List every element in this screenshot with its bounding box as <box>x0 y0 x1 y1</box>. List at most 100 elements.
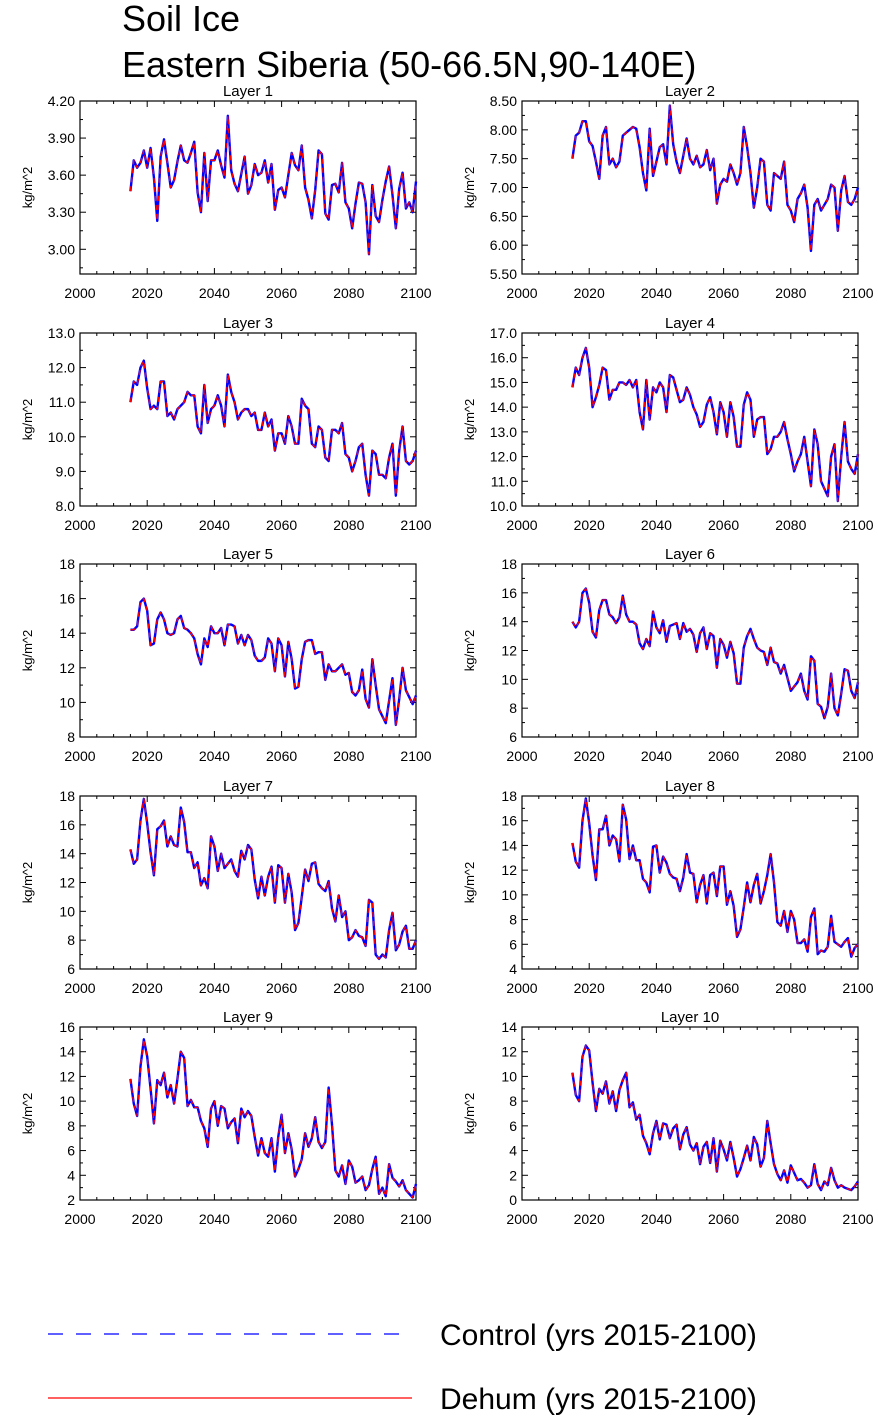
panel-3-xtick-label: 2020 <box>132 517 163 533</box>
panel-1-ytick-label: 3.60 <box>48 167 75 183</box>
panel-10-ytick-label: 6 <box>509 1118 517 1134</box>
panel-7-ytick-label: 12 <box>59 875 75 891</box>
panel-5-xtick-label: 2000 <box>64 748 95 764</box>
panel-7-title: Layer 7 <box>223 778 273 795</box>
panel-2-ytick-label: 7.50 <box>490 151 517 167</box>
panel-6-ylabel: kg/m^2 <box>462 630 477 672</box>
panel-10-xtick-label: 2000 <box>506 1211 537 1227</box>
panel-9-ylabel: kg/m^2 <box>20 1093 35 1135</box>
panel-8: Layer 8 2000 2020 2040 2060 2080 2100 4 6 8 10 12 14… <box>462 778 874 996</box>
panel-3-title: Layer 3 <box>223 315 273 332</box>
panel-7-ytick-label: 6 <box>67 961 75 977</box>
panel-5: Layer 5 2000 2020 2040 2060 2080 2100 8 10 12 14 16… <box>20 546 432 764</box>
panel-9-xtick-label: 2060 <box>266 1211 297 1227</box>
panel-2-ytick-label: 8.50 <box>490 93 517 109</box>
panel-9-xtick-label: 2020 <box>132 1211 163 1227</box>
panel-10-xtick-label: 2060 <box>708 1211 739 1227</box>
panel-9-xtick-label: 2000 <box>64 1211 95 1227</box>
panel-9-ytick-label: 10 <box>59 1093 75 1109</box>
panel-7-ylabel: kg/m^2 <box>20 862 35 904</box>
panel-1-ytick-label: 4.20 <box>48 93 75 109</box>
panel-7-ytick-label: 16 <box>59 817 75 833</box>
panel-6-ytick-label: 16 <box>501 585 517 601</box>
panel-3-ytick-label: 12.0 <box>48 360 75 376</box>
panel-4: Layer 4 2000 2020 2040 2060 2080 2100 10.0 11.0 1… <box>462 315 874 533</box>
panel-10-ytick-label: 12 <box>501 1044 517 1060</box>
panel-5-ytick-label: 16 <box>59 591 75 607</box>
panel-6-frame <box>521 563 859 738</box>
panel-4-xtick-label: 2100 <box>842 517 873 533</box>
panel-1-xtick-label: 2040 <box>199 285 230 301</box>
panel-7-xtick-label: 2060 <box>266 980 297 996</box>
panel-6-xtick-label: 2100 <box>842 748 873 764</box>
panel-9-title: Layer 9 <box>223 1009 273 1026</box>
panel-10-ytick-label: 4 <box>509 1143 517 1159</box>
panel-1-series-dehum <box>129 115 417 255</box>
panel-1-xtick-label: 2060 <box>266 285 297 301</box>
panel-5-xtick-label: 2060 <box>266 748 297 764</box>
panel-4-ytick-label: 11.0 <box>491 473 517 489</box>
panel-6-xtick-label: 2020 <box>574 748 605 764</box>
panel-3-ylabel: kg/m^2 <box>20 399 35 441</box>
panel-8-series-control <box>571 797 859 958</box>
panel-7-xtick-label: 2100 <box>400 980 431 996</box>
panel-4-ytick-label: 15.0 <box>490 374 517 390</box>
panel-1-ytick-label: 3.30 <box>48 204 75 220</box>
panel-5-xtick-label: 2100 <box>400 748 431 764</box>
panel-6-ytick-label: 6 <box>509 729 517 745</box>
panel-9-series-dehum <box>129 1038 417 1199</box>
panel-10-ytick-label: 10 <box>501 1068 517 1084</box>
panel-9-ytick-label: 14 <box>59 1044 75 1060</box>
legend: Control (yrs 2015-2100) Dehum (yrs 2015-… <box>48 1319 757 1416</box>
panel-4-ytick-label: 12.0 <box>490 449 517 465</box>
panel-8-ytick-label: 16 <box>501 813 517 829</box>
panel-8-ytick-label: 14 <box>501 837 517 853</box>
panel-3-xtick-label: 2040 <box>199 517 230 533</box>
panel-10-xtick-label: 2100 <box>842 1211 873 1227</box>
panel-2-ytick-label: 5.50 <box>490 266 517 282</box>
panel-10-ytick-label: 2 <box>509 1167 517 1183</box>
panel-2-ytick-label: 6.50 <box>490 208 517 224</box>
panel-2-xtick-label: 2040 <box>641 285 672 301</box>
panel-7-ytick-label: 18 <box>59 788 75 804</box>
panel-9-xtick-label: 2100 <box>400 1211 431 1227</box>
panel-1-xtick-label: 2000 <box>64 285 95 301</box>
panel-5-title: Layer 5 <box>223 546 273 563</box>
panel-9: Layer 9 2000 2020 2040 2060 2080 2100 2 4 6 8 10 12 1… <box>20 1009 432 1227</box>
panel-1-xtick-label: 2080 <box>333 285 364 301</box>
panel-10-series-dehum <box>571 1044 859 1191</box>
panel-9-xtick-label: 2080 <box>333 1211 364 1227</box>
panel-8-ytick-label: 6 <box>509 936 517 952</box>
panel-5-ylabel: kg/m^2 <box>20 630 35 672</box>
panel-8-ytick-label: 4 <box>509 961 517 977</box>
panel-7-series-dehum <box>129 798 417 960</box>
panel-7-xtick-label: 2080 <box>333 980 364 996</box>
panel-2-series-dehum <box>571 104 859 252</box>
figure-title-line-2: Eastern Siberia (50-66.5N,90-140E) <box>122 44 696 85</box>
panel-7-ytick-label: 10 <box>59 903 75 919</box>
panel-3-xtick-label: 2000 <box>64 517 95 533</box>
panel-6-xtick-label: 2000 <box>506 748 537 764</box>
panel-8-xtick-label: 2020 <box>574 980 605 996</box>
panel-9-ytick-label: 12 <box>59 1068 75 1084</box>
figure-title-line-1: Soil Ice <box>122 0 240 39</box>
panel-5-xtick-label: 2020 <box>132 748 163 764</box>
panel-8-xtick-label: 2060 <box>708 980 739 996</box>
panel-2-xtick-label: 2100 <box>842 285 873 301</box>
panel-10-ylabel: kg/m^2 <box>462 1093 477 1135</box>
panel-8-ytick-label: 10 <box>501 887 517 903</box>
panel-6-xtick-label: 2040 <box>641 748 672 764</box>
panel-7-ytick-label: 8 <box>67 932 75 948</box>
panel-4-xtick-label: 2060 <box>708 517 739 533</box>
panel-8-ytick-label: 8 <box>509 912 517 928</box>
panel-5-xtick-label: 2080 <box>333 748 364 764</box>
panel-2-ytick-label: 8.00 <box>490 122 517 138</box>
panel-4-xtick-label: 2080 <box>775 517 806 533</box>
panel-4-xtick-label: 2040 <box>641 517 672 533</box>
panel-4-ylabel: kg/m^2 <box>462 399 477 441</box>
panel-9-ytick-label: 6 <box>67 1143 75 1159</box>
panel-4-series-control <box>571 346 860 503</box>
panel-3-xtick-label: 2080 <box>333 517 364 533</box>
panel-9-ytick-label: 2 <box>67 1192 75 1208</box>
panel-4-ytick-label: 13.0 <box>490 424 517 440</box>
